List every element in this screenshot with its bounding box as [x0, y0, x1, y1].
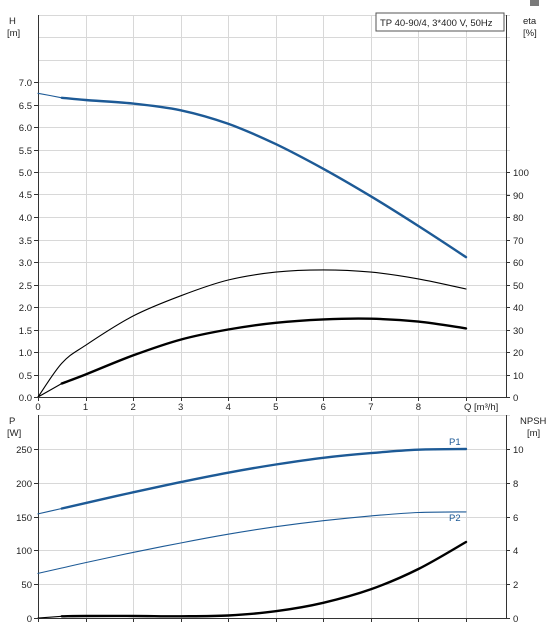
- left-tick-label: 5.0: [19, 168, 32, 179]
- right-tick-label: 100: [513, 168, 529, 179]
- left-tick-label: 6.0: [19, 123, 32, 134]
- right-tick-label: 8: [513, 479, 518, 490]
- top-series: [37, 92, 468, 398]
- x-tick-label: 0: [35, 402, 40, 413]
- title-box: [375, 12, 505, 32]
- x-tick-label: 7: [368, 402, 373, 413]
- left-tick-label: 2.0: [19, 303, 32, 314]
- series-line-0-0: [60, 96, 468, 259]
- bottom-left-axis-label-1: P: [9, 416, 15, 427]
- x-tick-label: 8: [416, 402, 421, 413]
- x-tick-label: 4: [226, 402, 231, 413]
- right-tick-label: 0: [513, 393, 518, 404]
- right-tick-label: 30: [513, 326, 524, 337]
- left-tick-label: 7.0: [19, 78, 32, 89]
- left-tick-label: 250: [16, 445, 32, 456]
- series-line-1-0: [60, 447, 468, 510]
- right-tick-label: 90: [513, 191, 524, 202]
- right-tick-label: 2: [513, 580, 518, 591]
- series-line-0-1: [37, 92, 63, 99]
- series-line-1-3: [60, 540, 468, 618]
- title-text: TP 40-90/4, 3*400 V, 50Hz: [380, 18, 493, 29]
- x-tick-label: 3: [178, 402, 183, 413]
- left-tick-label: 1.5: [19, 326, 32, 337]
- x-tick-label: Q [m³/h]: [464, 402, 498, 413]
- series-label-p1: P1: [449, 437, 461, 448]
- x-tick-label: 2: [130, 402, 135, 413]
- right-tick-label: 40: [513, 303, 524, 314]
- left-tick-label: 0: [27, 614, 32, 625]
- x-tick-label: 6: [321, 402, 326, 413]
- left-tick-label: 0.5: [19, 371, 32, 382]
- left-tick-label: 0.0: [19, 393, 32, 404]
- left-tick-label: 1.0: [19, 348, 32, 359]
- left-tick-label: 100: [16, 546, 32, 557]
- right-tick-label: 4: [513, 546, 518, 557]
- top-right-axis-label-2: [%]: [523, 28, 537, 39]
- right-tick-label: 0: [513, 614, 518, 625]
- left-tick-label: 4.5: [19, 190, 32, 201]
- x-tick-label: 5: [273, 402, 278, 413]
- left-tick-label: 150: [16, 513, 32, 524]
- series-line-0-3: [60, 317, 468, 385]
- left-tick-label: 200: [16, 479, 32, 490]
- bottom-tick-labels: 0 50 100 150 200 250 0 2 4 6 8 10: [16, 445, 523, 625]
- right-tick-label: 70: [513, 236, 524, 247]
- series-line-0-2: [37, 269, 467, 398]
- bottom-series: [37, 447, 468, 619]
- series-line-1-2: [37, 511, 467, 574]
- x-tick-label: 1: [83, 402, 88, 413]
- left-tick-label: 3.0: [19, 258, 32, 269]
- series-line-0-4: [37, 382, 63, 398]
- right-tick-label: 20: [513, 348, 524, 359]
- series-line-1-1: [37, 507, 63, 515]
- top-left-axis-label-1: H: [9, 16, 16, 27]
- left-tick-label: 2.5: [19, 281, 32, 292]
- series-line-1-4: [37, 615, 63, 619]
- bottom-left-axis-label-2: [W]: [7, 428, 21, 439]
- right-tick-label: 50: [513, 281, 524, 292]
- series-label-p2: P2: [449, 513, 461, 524]
- left-tick-label: 4.0: [19, 213, 32, 224]
- right-tick-label: 80: [513, 213, 524, 224]
- top-tick-labels: 0.0 0.5 1.0 1.5 2.0 2.5 3.0 3.5 4.0 4.5 5.0 5.5 6.0 6…: [19, 78, 529, 413]
- right-tick-label: 6: [513, 513, 518, 524]
- left-tick-label: 5.5: [19, 146, 32, 157]
- left-tick-label: 50: [21, 580, 32, 591]
- left-tick-label: 3.5: [19, 236, 32, 247]
- top-grid: [38, 15, 510, 398]
- corner-icon: [530, 0, 539, 6]
- bottom-right-axis-label-2: [m]: [527, 428, 540, 439]
- left-tick-label: 6.5: [19, 101, 32, 112]
- right-tick-label: 10: [513, 445, 524, 456]
- top-right-axis-label-1: eta: [523, 16, 537, 27]
- bottom-grid: [38, 415, 510, 619]
- top-left-axis-label-2: [m]: [7, 28, 20, 39]
- bottom-right-axis-label-1: NPSH: [520, 416, 547, 427]
- right-tick-label: 10: [513, 371, 524, 382]
- right-tick-label: 60: [513, 258, 524, 269]
